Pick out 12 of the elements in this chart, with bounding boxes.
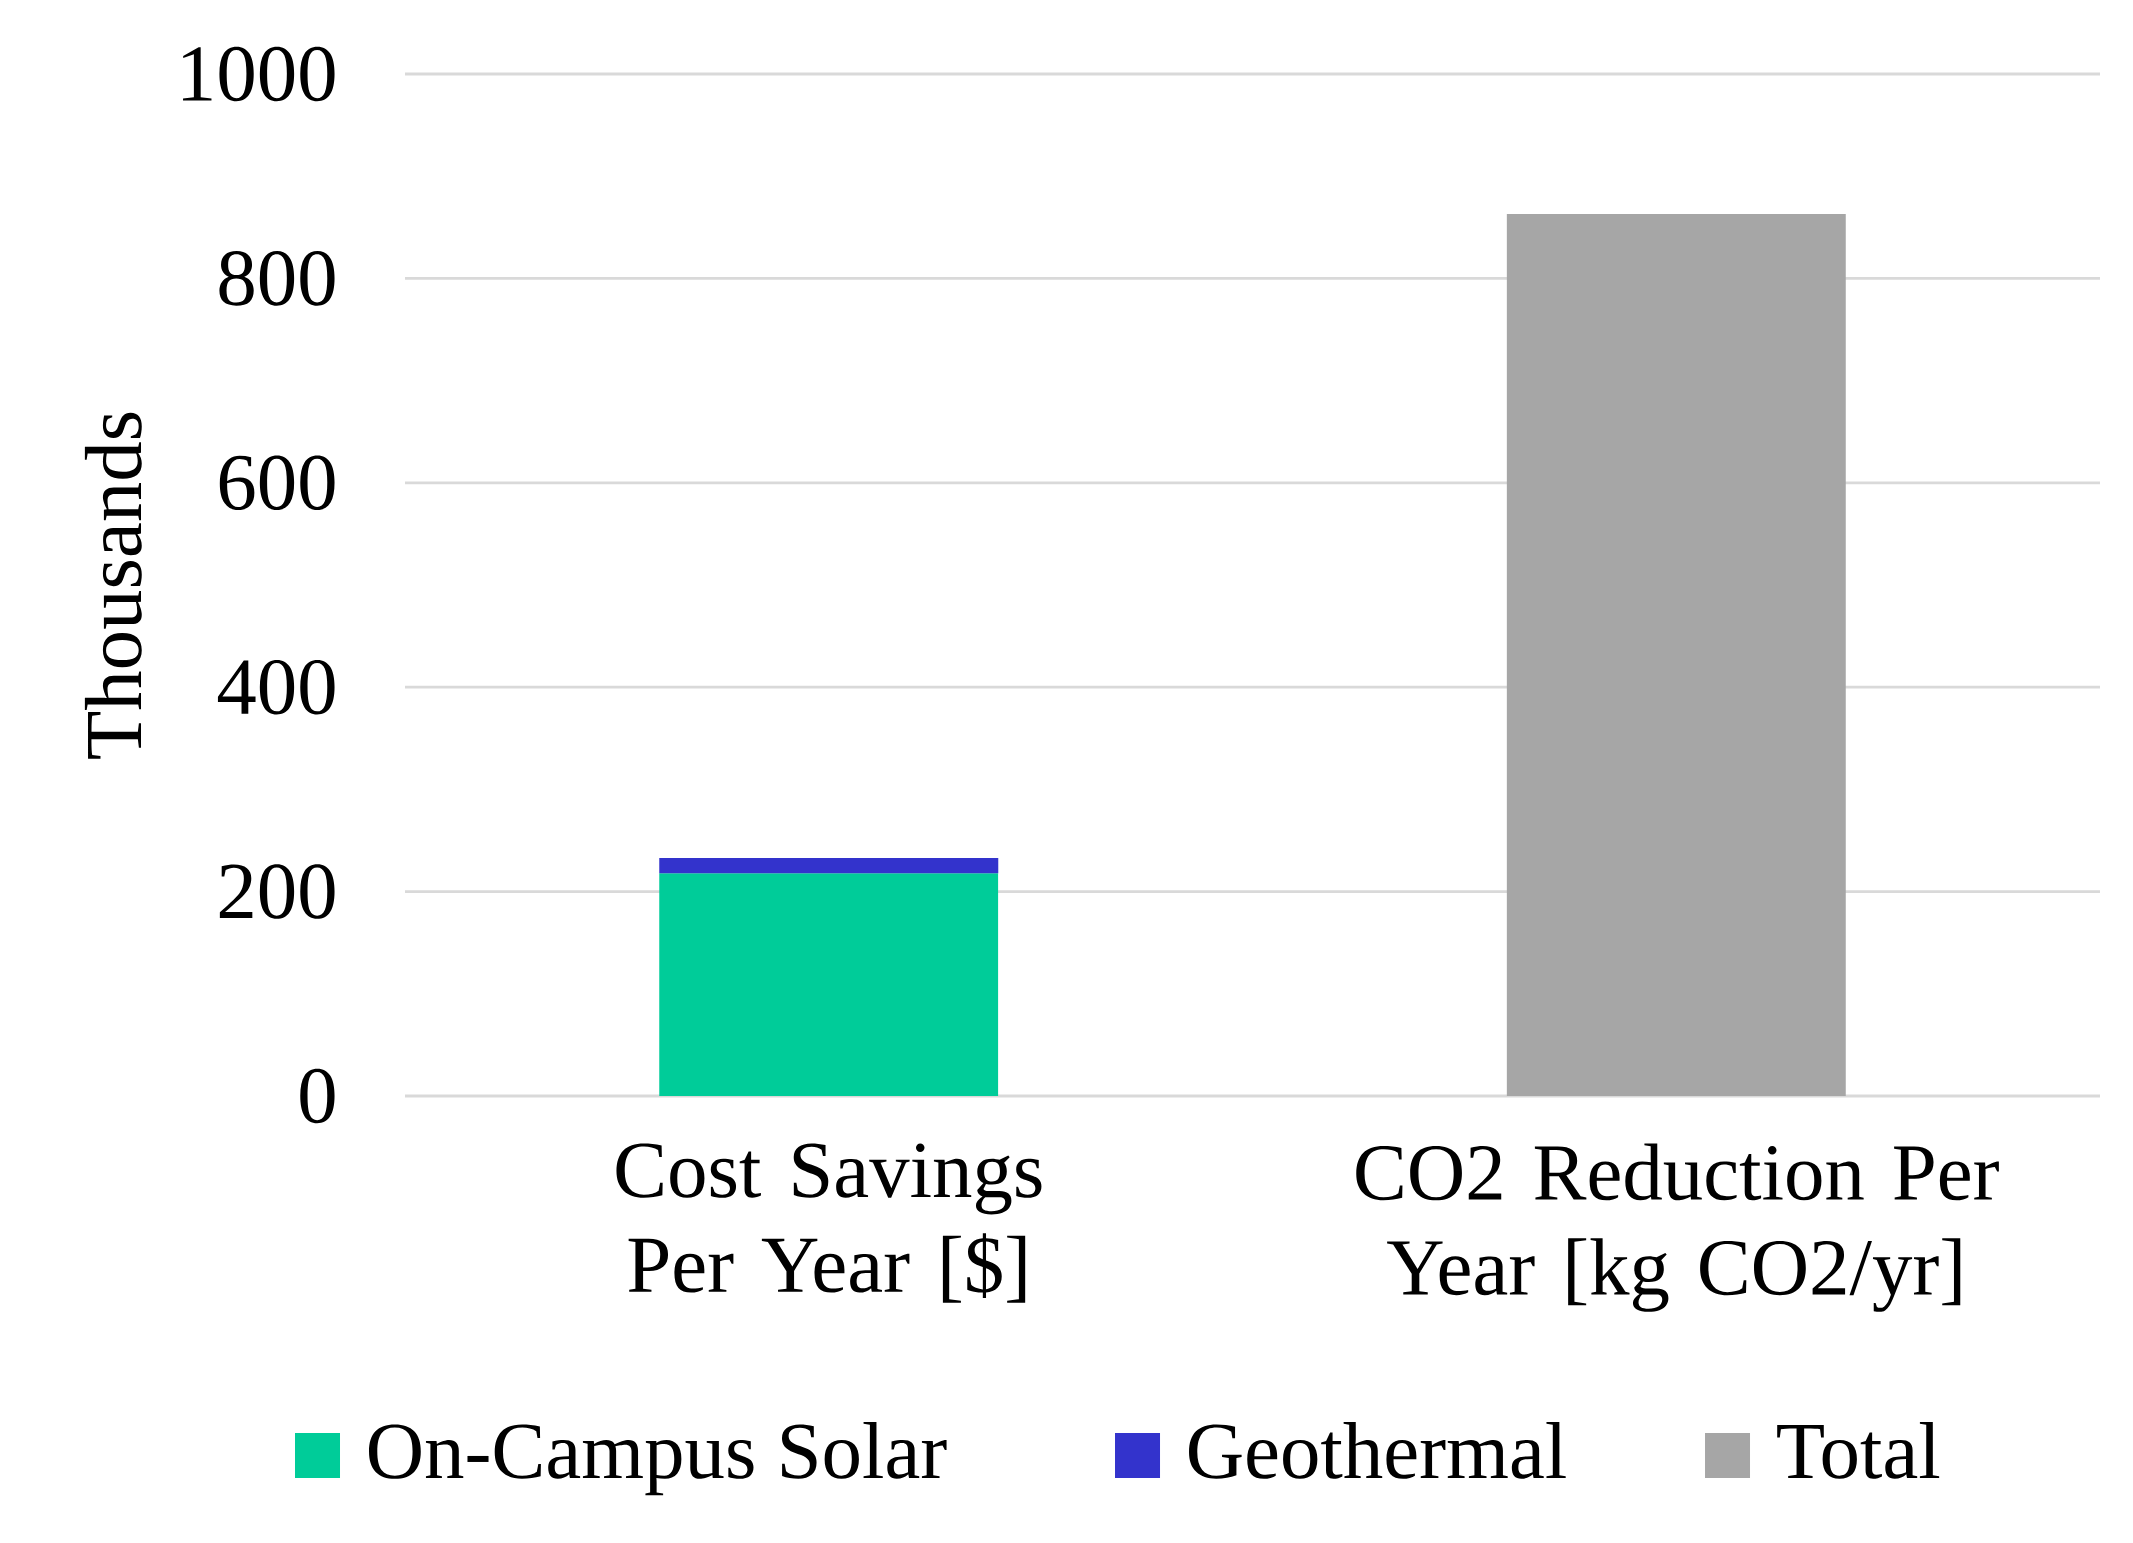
y-tick-label: 1000 <box>183 46 335 102</box>
legend-label: Geothermal <box>1189 1421 1566 1479</box>
y-tick-label: 200 <box>219 864 335 919</box>
y-tick-label: 600 <box>219 455 335 511</box>
y-tick-label: 800 <box>219 251 335 306</box>
x-tick-label: Cost Savings Per Year [$] <box>616 1143 1042 1303</box>
y-axis-title: Thousands <box>84 412 142 759</box>
legend-label: Total <box>1777 1421 1940 1479</box>
y-tick-label: 400 <box>217 659 335 715</box>
x-tick-label: CO2 Reduction Per Year [kg CO2/yr] <box>1356 1143 1999 1312</box>
legend-label: On-Campus Solar <box>369 1421 947 1496</box>
y-tick-label: 0 <box>300 1068 335 1124</box>
